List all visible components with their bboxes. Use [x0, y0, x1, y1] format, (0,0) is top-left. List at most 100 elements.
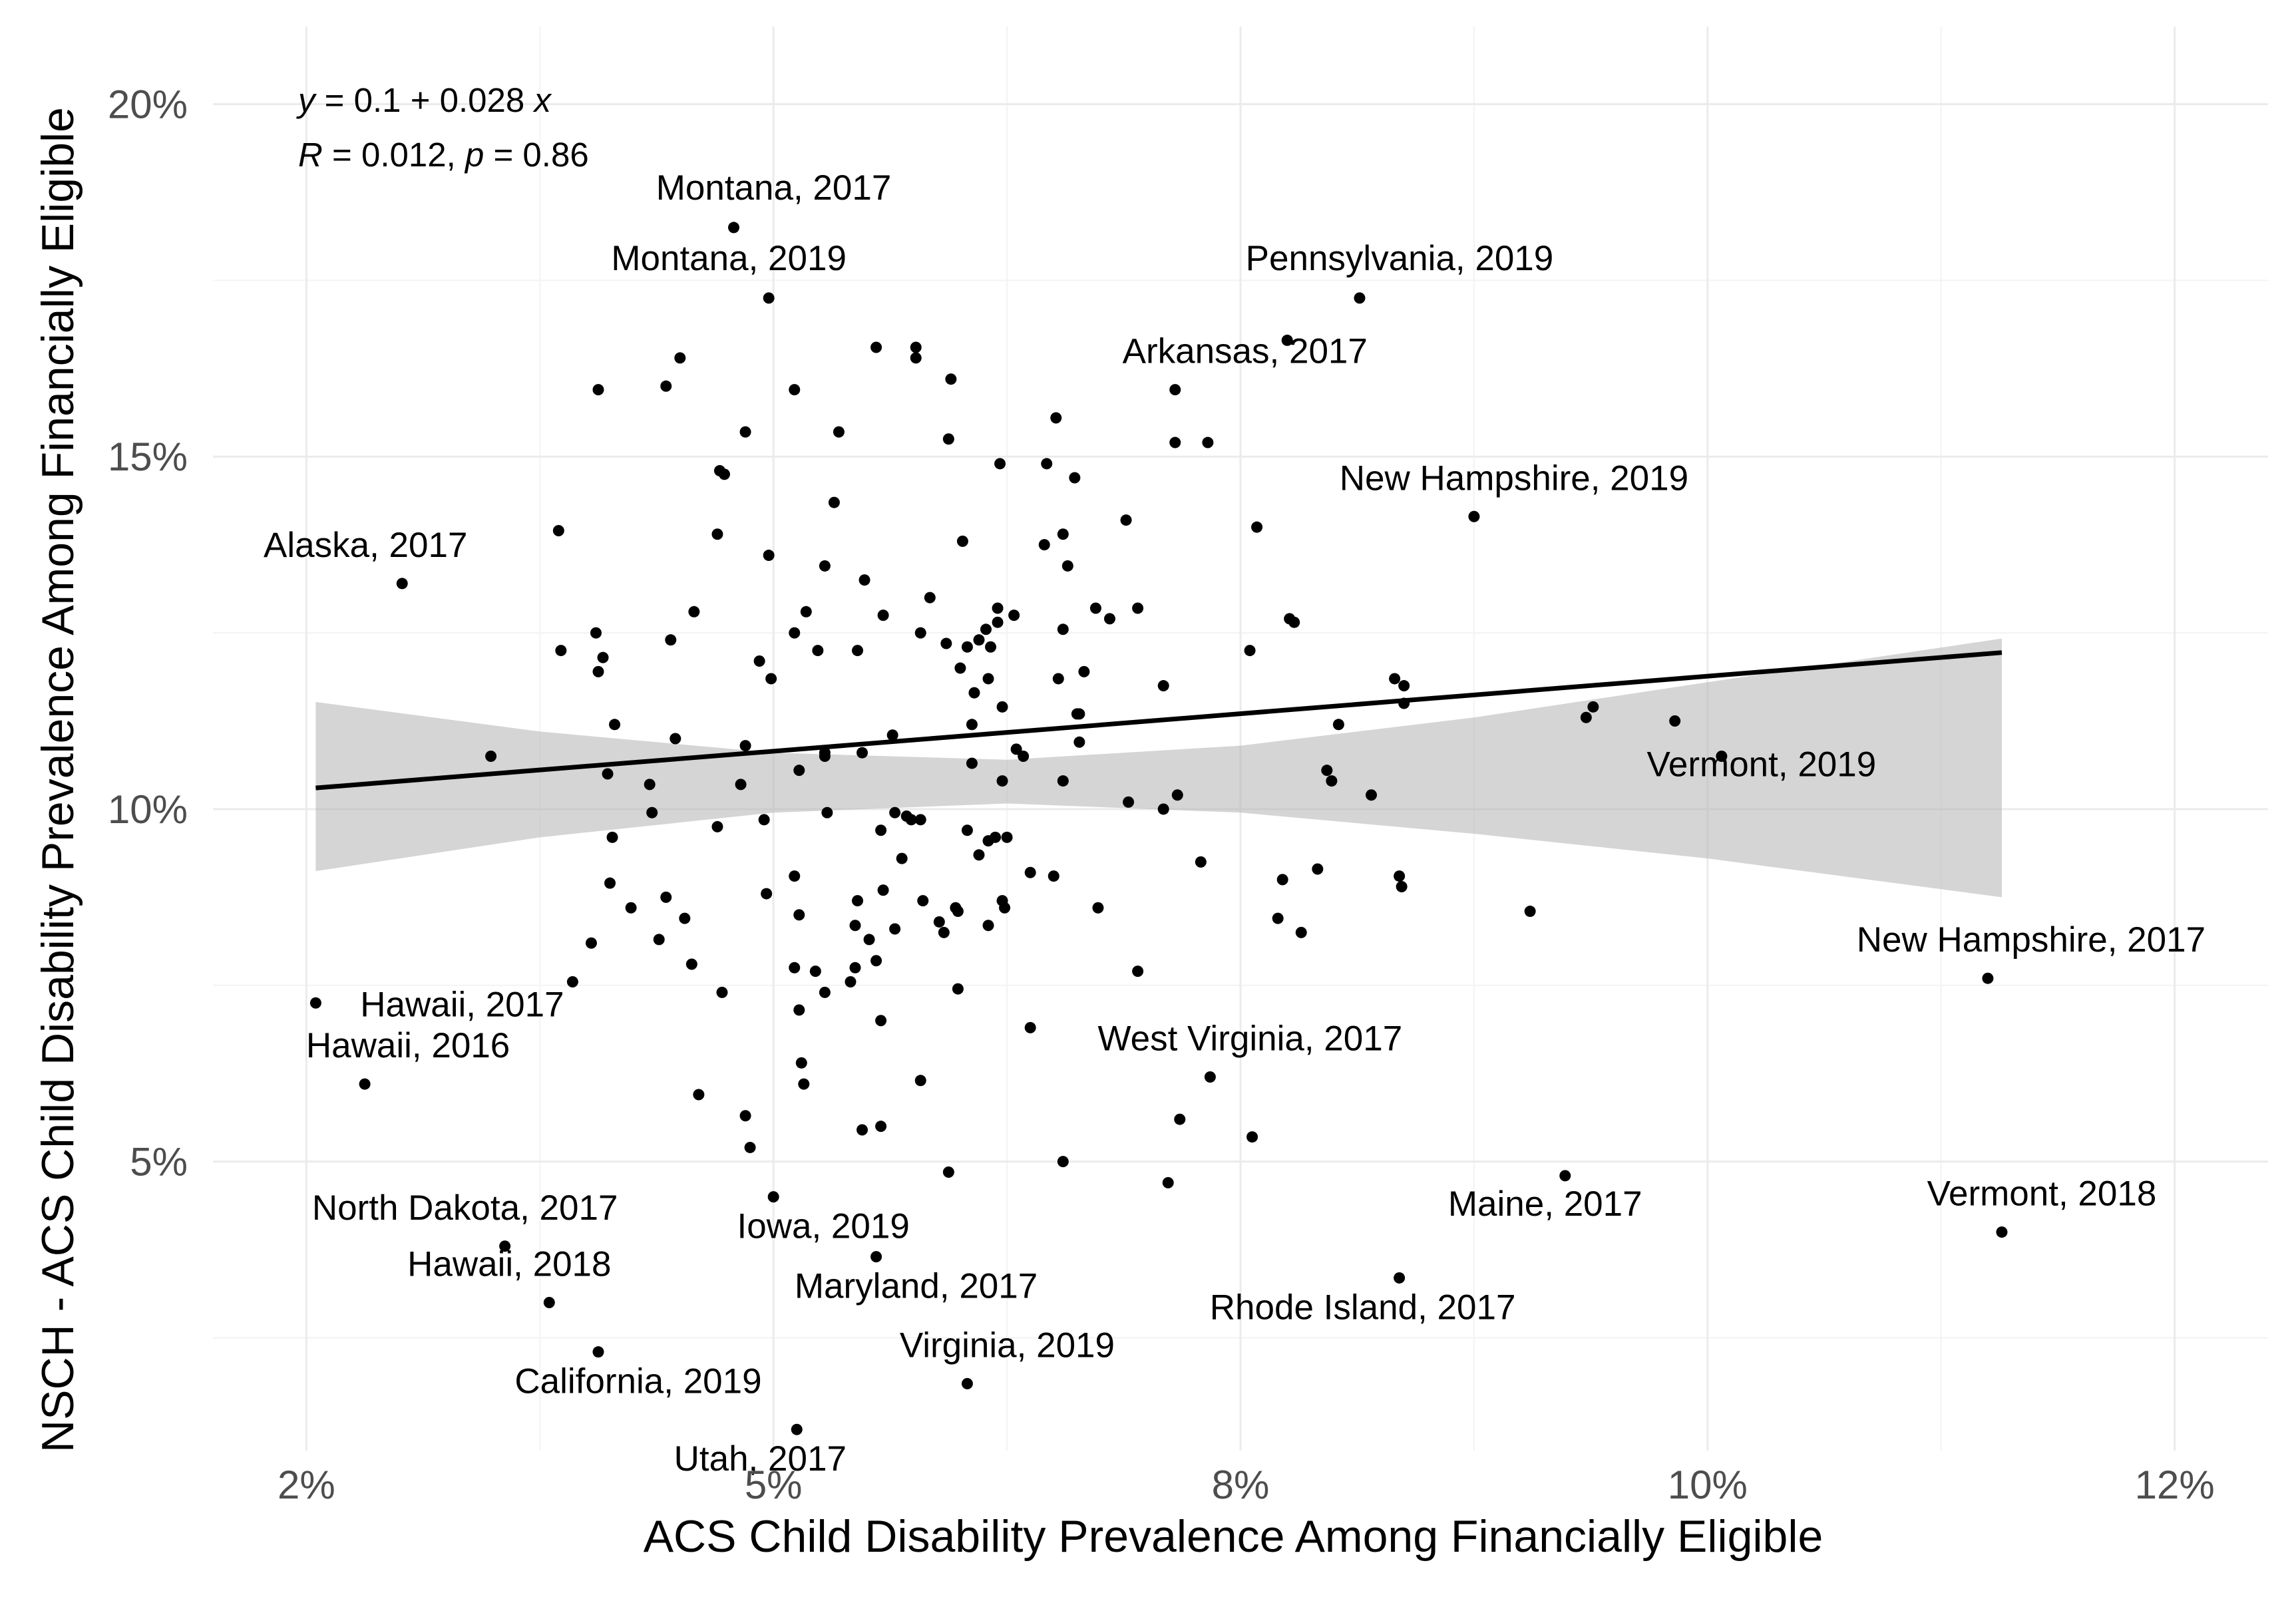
data-point [819, 560, 831, 572]
data-point [1120, 514, 1132, 526]
data-point [744, 1141, 756, 1153]
data-point [789, 962, 801, 974]
data-point [1295, 926, 1307, 938]
data-point [889, 806, 901, 818]
point-label: Pennsylvania, 2019 [1246, 239, 1554, 278]
data-point [1244, 645, 1256, 657]
data-point [359, 1078, 371, 1090]
data-point [924, 592, 936, 604]
point-label: Maine, 2017 [1448, 1184, 1642, 1224]
data-point [604, 877, 616, 889]
data-point [791, 1423, 803, 1435]
data-point [1354, 292, 1366, 304]
data-point [1061, 560, 1073, 572]
data-point [886, 729, 898, 741]
data-point [875, 824, 887, 836]
data-point [728, 222, 740, 234]
point-label: New Hampshire, 2017 [1857, 920, 2205, 960]
data-point [1041, 458, 1053, 470]
data-point [566, 976, 578, 987]
point-label: Vermont, 2018 [1927, 1174, 2157, 1214]
data-point [966, 757, 978, 769]
data-point [763, 292, 775, 304]
data-point [1281, 334, 1293, 346]
data-point [857, 1124, 868, 1136]
point-labels: Montana, 2017 Montana, 2019 Pennsylvania, … [264, 168, 2205, 1479]
data-point [1162, 1176, 1174, 1188]
data-point [1169, 384, 1181, 396]
data-point [711, 528, 723, 540]
point-label: Alaska, 2017 [264, 526, 467, 565]
y-tick-label: 15% [108, 435, 188, 479]
data-point [644, 779, 656, 791]
point-label: New Hampshire, 2019 [1340, 458, 1688, 498]
data-point [905, 814, 917, 826]
data-point [1312, 863, 1324, 875]
data-point [961, 824, 973, 836]
data-point [940, 637, 952, 649]
data-point [982, 920, 994, 932]
data-point [870, 955, 882, 967]
y-axis-title: NSCH - ACS Child Disability Prevalence A… [33, 107, 83, 1453]
data-point [679, 912, 691, 924]
point-label: Rhode Island, 2017 [1210, 1288, 1516, 1327]
point-label: Virginia, 2019 [900, 1326, 1115, 1365]
data-point [592, 1346, 604, 1358]
data-point [590, 627, 602, 639]
data-point [956, 535, 968, 547]
point-label: North Dakota, 2017 [312, 1188, 618, 1228]
data-point [1169, 437, 1181, 448]
data-point [1389, 673, 1401, 685]
data-point [1171, 789, 1183, 801]
data-point [1204, 1071, 1216, 1083]
data-point [1057, 528, 1069, 540]
data-point [1157, 680, 1169, 692]
data-point [877, 610, 889, 621]
data-point [985, 641, 997, 653]
data-point [606, 831, 618, 843]
data-point [1326, 775, 1338, 787]
data-point [597, 651, 609, 663]
data-point [1195, 856, 1207, 868]
data-point [914, 1075, 926, 1087]
point-label: Vermont, 2019 [1647, 745, 1877, 784]
data-point [1132, 602, 1144, 614]
data-point [660, 380, 672, 392]
data-point [849, 962, 861, 974]
data-point [1366, 789, 1378, 801]
data-point [982, 673, 994, 685]
point-label: Hawaii, 2016 [306, 1026, 510, 1065]
data-point [942, 1166, 954, 1178]
y-axis-tick-labels: 5% 10% 15% 20% [108, 83, 188, 1184]
data-point [674, 352, 686, 364]
data-point [1332, 719, 1344, 731]
x-tick-label: 12% [2135, 1463, 2215, 1507]
data-point [1272, 912, 1284, 924]
data-point [914, 627, 926, 639]
data-point [739, 1110, 751, 1122]
data-point [809, 966, 821, 977]
data-point [999, 902, 1011, 914]
data-point [693, 1089, 705, 1101]
y-tick-label: 10% [108, 787, 188, 832]
data-point [828, 496, 840, 508]
correlation-stats: R = 0.012, p = 0.86 [298, 136, 589, 174]
data-point [1001, 831, 1013, 843]
data-point [973, 634, 985, 646]
data-point [552, 524, 564, 536]
x-tick-label: 10% [1668, 1463, 1748, 1507]
y-tick-label: 20% [108, 83, 188, 127]
data-point [592, 384, 604, 396]
data-point [952, 906, 964, 918]
data-point [910, 352, 922, 364]
data-point [992, 602, 1004, 614]
data-point [961, 641, 973, 653]
point-label: West Virginia, 2017 [1098, 1019, 1403, 1059]
data-point [758, 814, 770, 826]
data-point [1524, 906, 1536, 918]
data-point [309, 997, 321, 1009]
regression-equation: y = 0.1 + 0.028 x [296, 81, 552, 119]
data-point [1982, 972, 1994, 984]
data-point [499, 1240, 511, 1252]
data-point [1024, 866, 1036, 878]
